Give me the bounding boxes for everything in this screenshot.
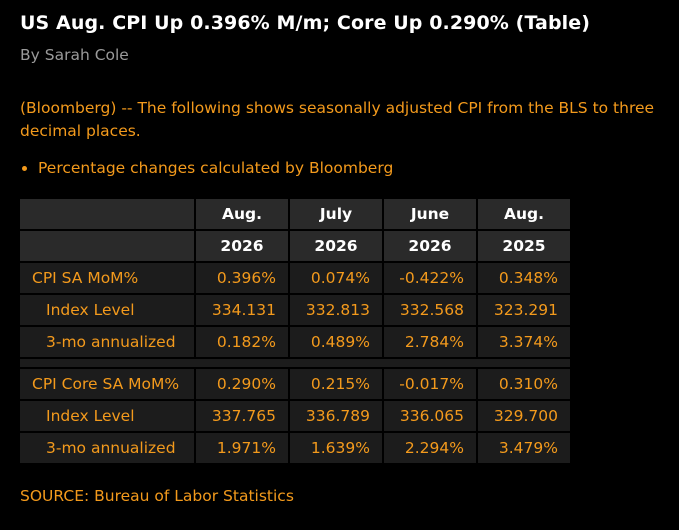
bullet-dot-icon <box>22 166 27 171</box>
table-cell: -0.422% <box>384 263 478 295</box>
column-header-year: 2026 <box>196 231 290 263</box>
table-row: CPI SA MoM% 0.396% 0.074% -0.422% 0.348% <box>20 263 572 295</box>
table-cell: 3.374% <box>478 327 572 359</box>
column-header-month: June <box>384 199 478 231</box>
table-cell: 329.700 <box>478 401 572 433</box>
table-row: 3-mo annualized 1.971% 1.639% 2.294% 3.4… <box>20 433 572 465</box>
table-cell: -0.017% <box>384 369 478 401</box>
row-label: CPI Core SA MoM% <box>20 369 196 401</box>
section-spacer-row <box>20 359 572 369</box>
table-cell: 336.065 <box>384 401 478 433</box>
bullet-note: Percentage changes calculated by Bloombe… <box>22 157 394 180</box>
row-label: CPI SA MoM% <box>20 263 196 295</box>
table-row: Index Level 334.131 332.813 332.568 323.… <box>20 295 572 327</box>
table-cell: 0.290% <box>196 369 290 401</box>
row-label: Index Level <box>20 401 196 433</box>
table-cell: 332.813 <box>290 295 384 327</box>
table-cell: 3.479% <box>478 433 572 465</box>
table-cell: 2.294% <box>384 433 478 465</box>
table-cell: 0.348% <box>478 263 572 295</box>
row-label: 3-mo annualized <box>20 327 196 359</box>
article-headline: US Aug. CPI Up 0.396% M/m; Core Up 0.290… <box>20 12 591 34</box>
table-cell: 0.489% <box>290 327 384 359</box>
row-label: 3-mo annualized <box>20 433 196 465</box>
table-row: 3-mo annualized 0.182% 0.489% 2.784% 3.3… <box>20 327 572 359</box>
cpi-table: Aug. July June Aug. 2026 2026 2026 2025 … <box>20 199 572 465</box>
column-header-year: 2026 <box>290 231 384 263</box>
row-label: Index Level <box>20 295 196 327</box>
table-cell: 337.765 <box>196 401 290 433</box>
table-row: Index Level 337.765 336.789 336.065 329.… <box>20 401 572 433</box>
table-cell: 1.971% <box>196 433 290 465</box>
table-cell: 1.639% <box>290 433 384 465</box>
table-cell: 2.784% <box>384 327 478 359</box>
bullet-note-text: Percentage changes calculated by Bloombe… <box>38 159 394 177</box>
article-byline: By Sarah Cole <box>20 46 129 64</box>
table-header-row-months: Aug. July June Aug. <box>20 199 572 231</box>
table-row: CPI Core SA MoM% 0.290% 0.215% -0.017% 0… <box>20 369 572 401</box>
table-cell: 0.215% <box>290 369 384 401</box>
column-header-month: July <box>290 199 384 231</box>
column-header-year: 2026 <box>384 231 478 263</box>
section-spacer <box>20 359 572 369</box>
article-intro: (Bloomberg) -- The following shows seaso… <box>20 99 655 140</box>
column-header-month: Aug. <box>196 199 290 231</box>
source-note: SOURCE: Bureau of Labor Statistics <box>20 487 294 505</box>
table-cell: 323.291 <box>478 295 572 327</box>
table-cell: 0.074% <box>290 263 384 295</box>
table-cell: 0.182% <box>196 327 290 359</box>
header-corner-cell <box>20 231 196 263</box>
table-header-row-years: 2026 2026 2026 2025 <box>20 231 572 263</box>
table-cell: 334.131 <box>196 295 290 327</box>
table-cell: 0.396% <box>196 263 290 295</box>
table-cell: 332.568 <box>384 295 478 327</box>
header-corner-cell <box>20 199 196 231</box>
table-cell: 336.789 <box>290 401 384 433</box>
column-header-month: Aug. <box>478 199 572 231</box>
column-header-year: 2025 <box>478 231 572 263</box>
table-cell: 0.310% <box>478 369 572 401</box>
